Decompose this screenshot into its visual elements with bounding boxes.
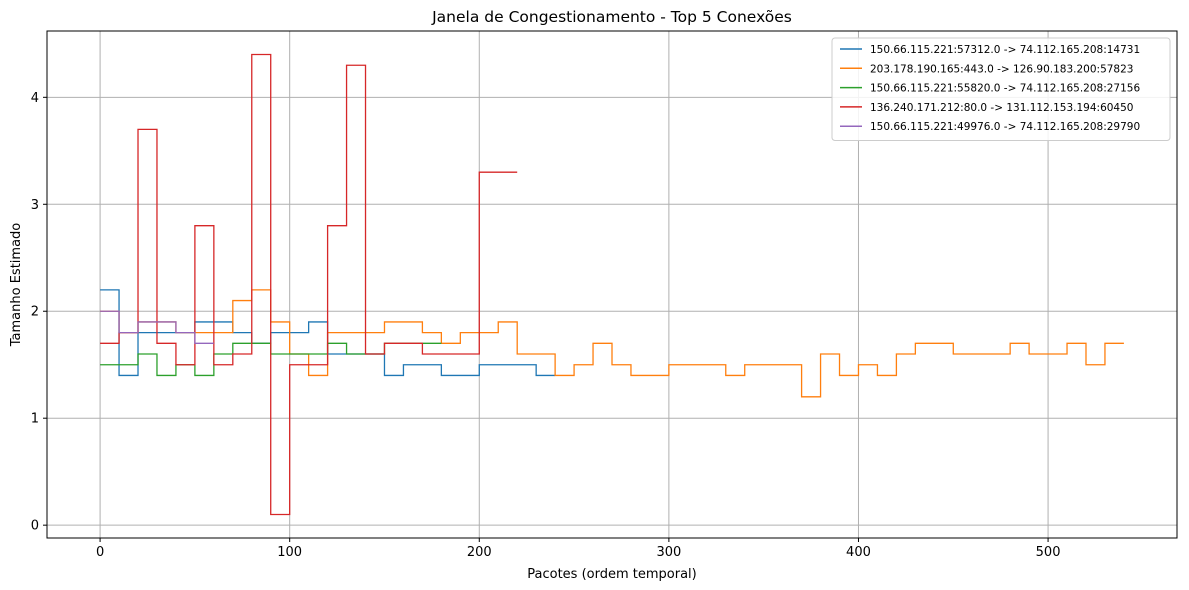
chart-title: Janela de Congestionamento - Top 5 Conex… xyxy=(431,8,792,26)
plot-frame xyxy=(46,30,1178,539)
x-axis-label: Pacotes (ordem temporal) xyxy=(527,567,696,582)
y-tick-label: 2 xyxy=(31,305,39,320)
x-tick-label: 400 xyxy=(846,545,871,560)
axis-ticks: 0 100 200 300 400 500 0 1 2 3 4 xyxy=(31,91,1061,560)
x-tick-label: 200 xyxy=(467,545,492,560)
legend: 150.66.115.221:57312.0 -> 74.112.165.208… xyxy=(831,37,1171,141)
y-tick-label: 0 xyxy=(31,519,39,534)
y-tick-label: 3 xyxy=(31,198,39,213)
x-tick-label: 0 xyxy=(96,545,104,560)
series-line-5 xyxy=(100,310,214,344)
plot-lines xyxy=(100,53,1124,516)
legend-entry: 150.66.115.221:57312.0 -> 74.112.165.208… xyxy=(870,44,1140,56)
x-tick-label: 500 xyxy=(1036,545,1061,560)
y-axis-label: Tamanho Estimado xyxy=(9,223,24,348)
legend-entry: 136.240.171.212:80.0 -> 131.112.153.194:… xyxy=(870,102,1133,114)
legend-box xyxy=(831,37,1171,141)
legend-entry: 150.66.115.221:49976.0 -> 74.112.165.208… xyxy=(870,121,1140,133)
series-line-4 xyxy=(100,53,518,516)
x-tick-label: 300 xyxy=(656,545,681,560)
x-tick-label: 100 xyxy=(277,545,302,560)
legend-entry: 150.66.115.221:55820.0 -> 74.112.165.208… xyxy=(870,83,1140,95)
legend-entry: 203.178.190.165:443.0 -> 126.90.183.200:… xyxy=(870,63,1133,75)
y-tick-label: 1 xyxy=(31,412,39,427)
y-tick-label: 4 xyxy=(31,91,39,106)
